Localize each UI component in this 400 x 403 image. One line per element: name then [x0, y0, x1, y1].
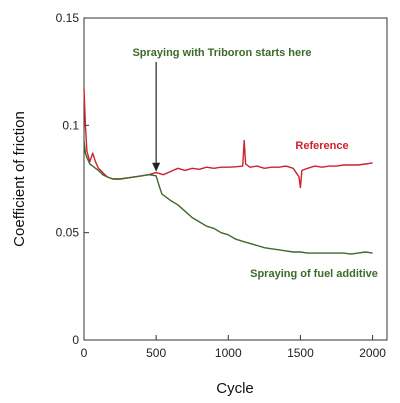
x-axis-title: Cycle: [216, 380, 254, 397]
x-tick-label: 2000: [359, 346, 386, 360]
y-tick-label: 0: [72, 333, 79, 347]
plot-area-frame: [83, 17, 388, 341]
y-axis-title: Coefficient of friction: [11, 111, 28, 247]
x-tick-label: 0: [81, 346, 88, 360]
series-line-reference: [83, 88, 373, 189]
annotation-triboron-start: Spraying with Triboron starts here: [132, 47, 311, 59]
y-tick-label: 0.15: [56, 11, 80, 25]
x-tick-label: 500: [146, 346, 166, 360]
series-group: [83, 88, 373, 255]
y-axis-ticks: 0 0.05 0.1 0.15: [56, 11, 89, 347]
annotation-reference: Reference: [295, 140, 348, 152]
series-line-fuel-additive: [83, 140, 373, 255]
x-tick-label: 1000: [215, 346, 242, 360]
x-tick-label: 1500: [287, 346, 314, 360]
start-arrow: [152, 62, 161, 172]
y-tick-label: 0.05: [56, 226, 80, 240]
y-tick-label: 0.1: [62, 118, 79, 132]
x-axis-ticks: 0 500 1000 1500 2000: [81, 335, 386, 360]
arrow-head: [152, 162, 161, 172]
annotation-fuel-additive: Spraying of fuel additive: [250, 268, 378, 280]
